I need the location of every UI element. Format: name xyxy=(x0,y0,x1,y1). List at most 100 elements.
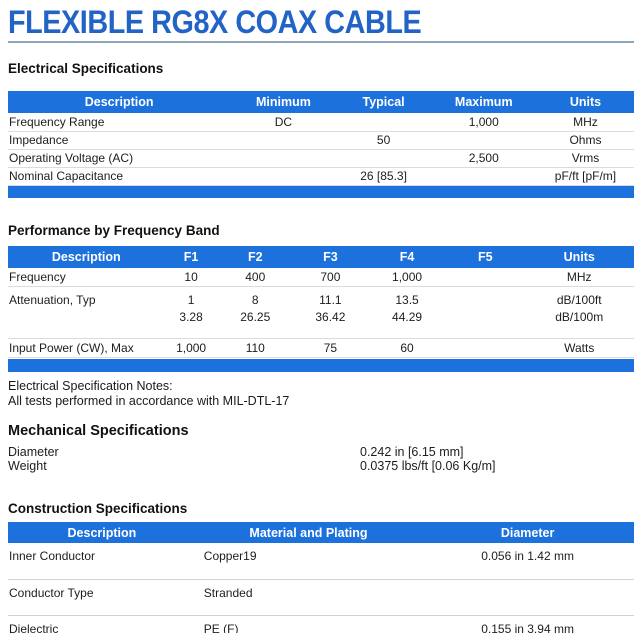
col-header-minimum: Minimum xyxy=(230,91,337,113)
col-header-maximum: Maximum xyxy=(430,91,537,113)
cell-diameter xyxy=(421,579,634,616)
attenuation-f4-line2: 44.29 xyxy=(392,310,423,324)
row-description: Nominal Capacitance xyxy=(8,167,231,186)
table-row: Dielectric PE (F) 0.155 in 3.94 mm xyxy=(8,615,634,633)
cell-material: Copper19 xyxy=(195,543,422,580)
cell-f3: 700 xyxy=(292,267,368,287)
mech-label: Diameter xyxy=(8,445,59,459)
cell-units: Ohms xyxy=(536,131,634,150)
col-header-description: Description xyxy=(8,245,165,268)
attenuation-f3-line2: 36.42 xyxy=(315,310,346,324)
row-description: Frequency Range xyxy=(8,113,231,132)
cell-maximum: 1,000 xyxy=(430,113,537,132)
table-row: Frequency Range DC 1,000 MHz xyxy=(8,113,634,132)
cell-f2: 400 xyxy=(217,267,293,287)
col-header-f1: F1 xyxy=(164,245,218,268)
cell-f3: 11.1 36.42 xyxy=(292,286,368,339)
col-header-f4: F4 xyxy=(367,245,447,268)
cell-f4: 60 xyxy=(367,338,447,358)
cell-f1: 1 3.28 xyxy=(164,286,218,339)
attenuation-f1-line2: 3.28 xyxy=(179,310,203,324)
list-item: Weight 0.0375 lbs/ft [0.06 Kg/m] xyxy=(8,459,634,473)
cell-units: dB/100ft dB/100m xyxy=(524,286,634,339)
cell-f5 xyxy=(446,338,525,358)
table-row: Operating Voltage (AC) 2,500 Vrms xyxy=(8,149,634,168)
table-row: Attenuation, Typ 1 3.28 8 26.25 11.1 36.… xyxy=(8,286,634,339)
performance-table: Description F1 F2 F3 F4 F5 Units Frequen… xyxy=(8,245,634,358)
row-description: Inner Conductor xyxy=(8,543,196,580)
col-header-material: Material and Plating xyxy=(195,522,422,543)
cell-maximum xyxy=(430,131,537,150)
cell-f4: 1,000 xyxy=(367,267,447,287)
construction-header-row: Description Material and Plating Diamete… xyxy=(8,522,634,543)
attenuation-label: Attenuation, Typ xyxy=(9,293,96,307)
cell-f4: 13.5 44.29 xyxy=(367,286,447,339)
attenuation-f2-line2: 26.25 xyxy=(240,310,271,324)
row-description: Frequency xyxy=(8,267,165,287)
performance-heading: Performance by Frequency Band xyxy=(8,222,220,238)
cell-f5 xyxy=(446,267,525,287)
col-header-f2: F2 xyxy=(217,245,293,268)
electrical-table-footer-bar xyxy=(8,185,634,198)
mechanical-specs-list: Diameter 0.242 in [6.15 mm] Weight 0.037… xyxy=(8,445,634,473)
electrical-header-row: Description Minimum Typical Maximum Unit… xyxy=(8,91,634,113)
col-header-description: Description xyxy=(8,91,231,113)
table-row: Inner Conductor Copper19 0.056 in 1.42 m… xyxy=(8,543,634,580)
cell-units: MHz xyxy=(536,113,634,132)
table-row: Input Power (CW), Max 1,000 110 75 60 Wa… xyxy=(8,338,634,358)
notes-body: All tests performed in accordance with M… xyxy=(8,394,290,408)
table-row: Conductor Type Stranded xyxy=(8,579,634,616)
electrical-specs-table: Description Minimum Typical Maximum Unit… xyxy=(8,91,634,186)
row-description: Conductor Type xyxy=(8,579,196,616)
col-header-f5: F5 xyxy=(446,245,525,268)
cell-material: Stranded xyxy=(195,579,422,616)
attenuation-f4-line1: 13.5 xyxy=(395,293,419,307)
electrical-specs-heading: Electrical Specifications xyxy=(8,61,164,76)
attenuation-f2-line1: 8 xyxy=(251,293,259,307)
cell-f2: 110 xyxy=(217,338,293,358)
mech-label: Weight xyxy=(8,459,47,473)
mechanical-specs-heading: Mechanical Specifications xyxy=(8,423,189,439)
cell-diameter: 0.155 in 3.94 mm xyxy=(421,615,634,633)
cell-units: pF/ft [pF/m] xyxy=(536,167,634,186)
cell-f3: 75 xyxy=(292,338,368,358)
cell-diameter: 0.056 in 1.42 mm xyxy=(421,543,634,580)
table-row: Impedance 50 Ohms xyxy=(8,131,634,150)
cell-units: Watts xyxy=(524,338,634,358)
mech-value: 0.242 in [6.15 mm] xyxy=(360,445,464,459)
table-row: Nominal Capacitance 26 [85.3] pF/ft [pF/… xyxy=(8,167,634,186)
cell-f5 xyxy=(446,286,525,339)
construction-specs-heading: Construction Specifications xyxy=(8,501,188,516)
list-item: Diameter 0.242 in [6.15 mm] xyxy=(8,445,634,459)
title-underline xyxy=(8,41,634,43)
col-header-typical: Typical xyxy=(336,91,431,113)
electrical-notes: Electrical Specification Notes: All test… xyxy=(8,379,634,409)
page-title: FLEXIBLE RG8X COAX CABLE xyxy=(8,4,422,40)
attenuation-f1-line1: 1 xyxy=(187,293,195,307)
cell-typical: 50 xyxy=(336,131,431,150)
performance-header-row: Description F1 F2 F3 F4 F5 Units xyxy=(8,245,634,268)
col-header-f3: F3 xyxy=(292,245,368,268)
notes-heading: Electrical Specification Notes: xyxy=(8,379,173,393)
cell-minimum xyxy=(230,149,337,168)
cell-typical xyxy=(336,113,431,132)
cell-minimum xyxy=(230,131,337,150)
attenuation-f3-line1: 11.1 xyxy=(319,293,342,307)
row-description: Dielectric xyxy=(8,615,196,633)
cell-f2: 8 26.25 xyxy=(217,286,293,339)
row-description: Input Power (CW), Max xyxy=(8,338,165,358)
attenuation-units-line1: dB/100ft xyxy=(556,293,602,307)
performance-table-footer-bar xyxy=(8,359,634,372)
row-description: Operating Voltage (AC) xyxy=(8,149,231,168)
col-header-units: Units xyxy=(536,91,634,113)
cell-material: PE (F) xyxy=(195,615,422,633)
col-header-units: Units xyxy=(524,245,634,268)
cell-typical: 26 [85.3] xyxy=(336,167,431,186)
cell-f1: 10 xyxy=(164,267,218,287)
cell-maximum xyxy=(430,167,537,186)
col-header-description: Description xyxy=(8,522,196,543)
cell-typical xyxy=(336,149,431,168)
cell-minimum: DC xyxy=(230,113,337,132)
col-header-diameter: Diameter xyxy=(421,522,634,543)
